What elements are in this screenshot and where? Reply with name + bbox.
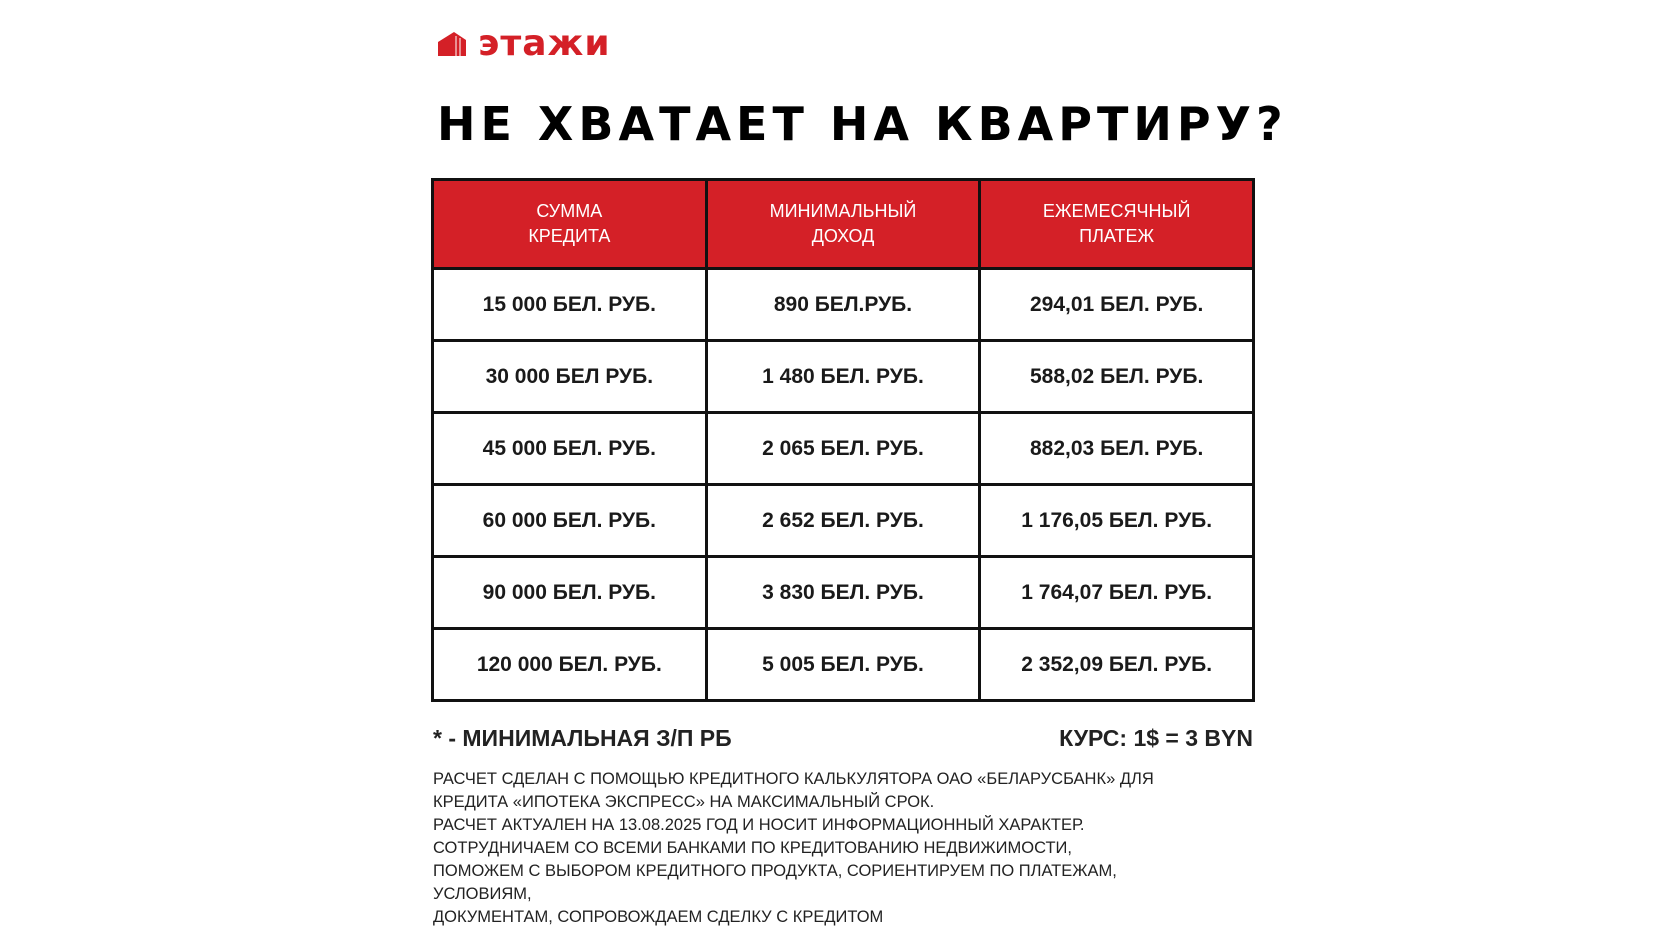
cell-min-income: 1 480 БЕЛ. РУБ. xyxy=(704,339,982,414)
header-text: КРЕДИТА xyxy=(528,226,611,246)
header-text: МИНИМАЛЬНЫЙ xyxy=(769,201,917,221)
cell-loan-amount: 60 000 БЕЛ. РУБ. xyxy=(431,483,708,558)
building-icon xyxy=(438,32,466,56)
cell-monthly-payment: 294,01 БЕЛ. РУБ. xyxy=(978,267,1255,342)
cell-monthly-payment: 588,02 БЕЛ. РУБ. xyxy=(978,339,1255,414)
cell-loan-amount: 45 000 БЕЛ. РУБ. xyxy=(431,411,708,486)
table-row: 120 000 БЕЛ. РУБ. 5 005 БЕЛ. РУБ. 2 352,09… xyxy=(431,627,1255,702)
brand-logo: этажи xyxy=(436,26,611,62)
table-row: 60 000 БЕЛ. РУБ. 2 652 БЕЛ. РУБ. 1 176,05 … xyxy=(431,483,1255,558)
disclaimer-line: УСЛОВИЯМ, xyxy=(433,885,532,903)
exchange-rate: КУРС: 1$ = 3 BYN xyxy=(1059,725,1253,751)
cell-monthly-payment: 2 352,09 БЕЛ. РУБ. xyxy=(978,627,1255,702)
header-text: ДОХОД xyxy=(811,226,875,246)
cell-loan-amount: 30 000 БЕЛ РУБ. xyxy=(431,339,708,414)
cell-monthly-payment: 1 176,05 БЕЛ. РУБ. xyxy=(978,483,1255,558)
header-text: СУММА xyxy=(536,201,603,221)
brand-name: этажи xyxy=(478,23,611,64)
header-monthly-payment: ЕЖЕМЕСЯЧНЫЙ ПЛАТЕЖ xyxy=(978,178,1255,270)
disclaimer-line: РАСЧЕТ АКТУАЛЕН НА 13.08.2025 ГОД И НОСИ… xyxy=(433,816,1085,834)
table-row: 15 000 БЕЛ. РУБ. 890 БЕЛ.РУБ. 294,01 БЕЛ. … xyxy=(431,267,1255,342)
header-text: ЕЖЕМЕСЯЧНЫЙ xyxy=(1042,201,1191,221)
table-row: 45 000 БЕЛ. РУБ. 2 065 БЕЛ. РУБ. 882,03 БЕ… xyxy=(431,411,1255,486)
disclaimer-line: РАСЧЕТ СДЕЛАН С ПОМОЩЬЮ КРЕДИТНОГО КАЛЬК… xyxy=(433,770,1154,788)
cell-monthly-payment: 1 764,07 БЕЛ. РУБ. xyxy=(978,555,1255,630)
cell-loan-amount: 15 000 БЕЛ. РУБ. xyxy=(431,267,708,342)
disclaimer-line: ДОКУМЕНТАМ, СОПРОВОЖДАЕМ СДЕЛКУ С КРЕДИТ… xyxy=(433,908,884,926)
cell-min-income: 2 652 БЕЛ. РУБ. xyxy=(704,483,982,558)
cell-loan-amount: 120 000 БЕЛ. РУБ. xyxy=(431,627,708,702)
table-row: 30 000 БЕЛ РУБ. 1 480 БЕЛ. РУБ. 588,02 БЕЛ… xyxy=(431,339,1255,414)
table-header-row: СУММА КРЕДИТА МИНИМАЛЬНЫЙ ДОХОД ЕЖЕМЕСЯЧНЫ… xyxy=(431,178,1255,270)
header-loan-amount: СУММА КРЕДИТА xyxy=(431,178,708,270)
min-wage-note: * - МИНИМАЛЬНАЯ З/П РБ xyxy=(433,725,732,751)
loan-table: СУММА КРЕДИТА МИНИМАЛЬНЫЙ ДОХОД ЕЖЕМЕСЯЧНЫ… xyxy=(431,178,1255,702)
disclaimer-line: ПОМОЖЕМ С ВЫБОРОМ КРЕДИТНОГО ПРОДУКТА, С… xyxy=(433,862,1117,880)
cell-min-income: 3 830 БЕЛ. РУБ. xyxy=(704,555,982,630)
page-title: НЕ ХВАТАЕТ НА КВАРТИРУ? xyxy=(437,97,1288,151)
cell-min-income: 2 065 БЕЛ. РУБ. xyxy=(704,411,982,486)
header-min-income: МИНИМАЛЬНЫЙ ДОХОД xyxy=(704,178,982,270)
cell-min-income: 890 БЕЛ.РУБ. xyxy=(704,267,982,342)
cell-monthly-payment: 882,03 БЕЛ. РУБ. xyxy=(978,411,1255,486)
disclaimer-line: СОТРУДНИЧАЕМ СО ВСЕМИ БАНКАМИ ПО КРЕДИТО… xyxy=(433,839,1072,857)
disclaimer: РАСЧЕТ СДЕЛАН С ПОМОЩЬЮ КРЕДИТНОГО КАЛЬК… xyxy=(433,768,1263,929)
header-text: ПЛАТЕЖ xyxy=(1079,226,1155,246)
cell-loan-amount: 90 000 БЕЛ. РУБ. xyxy=(431,555,708,630)
table-row: 90 000 БЕЛ. РУБ. 3 830 БЕЛ. РУБ. 1 764,07 … xyxy=(431,555,1255,630)
disclaimer-line: КРЕДИТА «ИПОТЕКА ЭКСПРЕСС» НА МАКСИМАЛЬН… xyxy=(433,793,935,811)
cell-min-income: 5 005 БЕЛ. РУБ. xyxy=(704,627,982,702)
